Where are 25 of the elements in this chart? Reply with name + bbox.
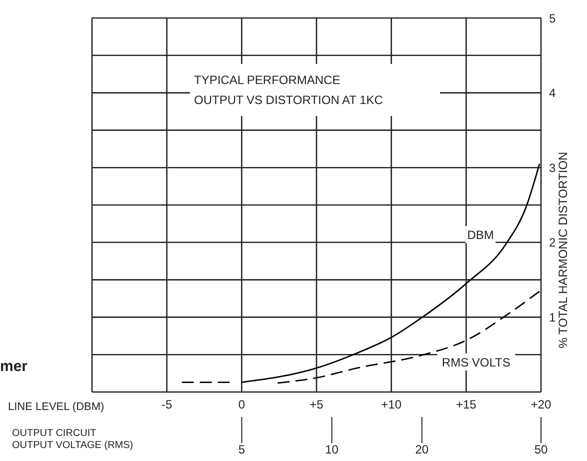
x-tick-label: 0 [238,398,246,412]
x-tick-label: +10 [381,398,402,412]
x2-tick-label: 50 [534,442,548,457]
y-tick-label: 2 [549,236,556,250]
x-tick-label: -5 [161,398,172,412]
x-tick-label: +20 [530,398,552,412]
x2-tick-label: 10 [325,442,339,457]
series-label: DBM [467,228,494,242]
x-tick-label: +5 [310,398,324,412]
x2-tick-label: 5 [238,442,246,457]
x-tick-label: +15 [456,398,477,412]
y-tick-label: 3 [549,160,556,175]
y-tick-label: 1 [549,310,556,324]
x2-tick-label: 20 [415,442,429,457]
x-axis-title: LINE LEVEL (DBM) [8,401,104,413]
y-tick-label: 4 [549,86,556,100]
line-series [276,290,541,384]
text: OUTPUT VS DISTORTION AT 1KC [194,92,383,109]
y-axis-title: % TOTAL HARMONIC DISTORTION [556,152,570,348]
text: TYPICAL PERFORMANCE [194,72,342,89]
line-series [240,163,540,383]
series-label: RMS VOLTS [442,355,510,370]
x2-axis-title: OUTPUT CIRCUIT OUTPUT VOLTAGE (RMS) [12,428,134,452]
text: mer [0,358,28,375]
y-tick-label: 5 [549,11,556,26]
